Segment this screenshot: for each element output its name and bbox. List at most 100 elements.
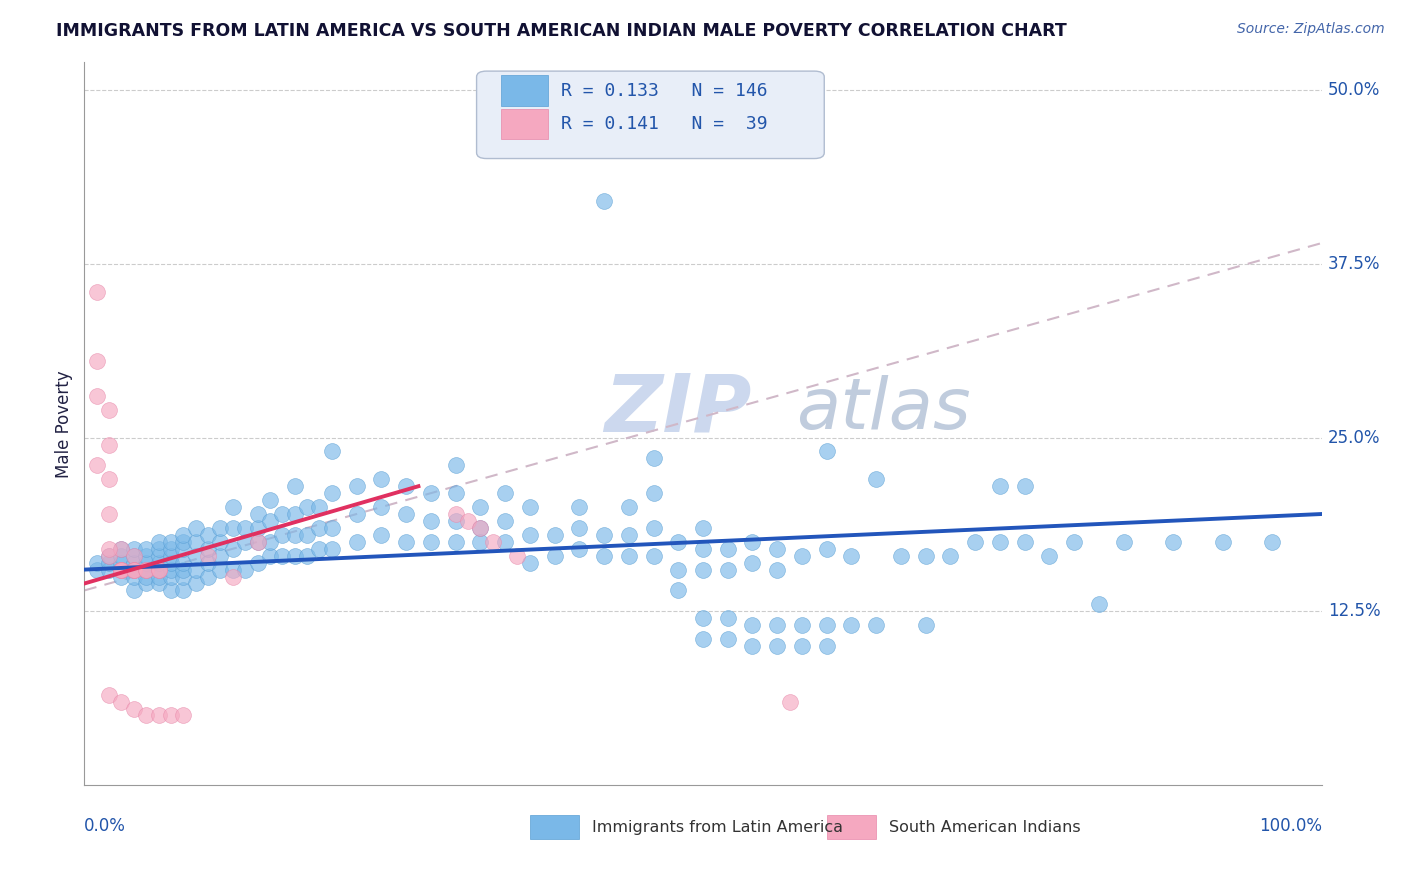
Point: [135, 563, 157, 577]
Point: [593, 194, 616, 209]
Point: [122, 563, 145, 577]
Point: [717, 611, 740, 625]
Point: [222, 569, 245, 583]
FancyBboxPatch shape: [477, 71, 824, 159]
Point: [184, 563, 207, 577]
Point: [1088, 598, 1111, 612]
Point: [148, 563, 170, 577]
Point: [259, 534, 281, 549]
Point: [444, 458, 467, 473]
Point: [692, 541, 714, 556]
Point: [122, 549, 145, 563]
Point: [1063, 534, 1085, 549]
Point: [86, 458, 108, 473]
Point: [135, 556, 157, 570]
Point: [122, 549, 145, 563]
Point: [815, 541, 838, 556]
Point: [98, 688, 121, 702]
Point: [98, 549, 121, 563]
Point: [308, 541, 330, 556]
Point: [259, 493, 281, 508]
Point: [295, 500, 318, 514]
Point: [209, 521, 232, 535]
Point: [790, 549, 813, 563]
Point: [246, 534, 269, 549]
Point: [135, 708, 157, 723]
Point: [160, 583, 183, 598]
Point: [98, 549, 121, 563]
Point: [617, 528, 640, 542]
Point: [197, 549, 219, 563]
Point: [160, 549, 183, 563]
Point: [766, 541, 789, 556]
Point: [86, 556, 108, 570]
Point: [1112, 534, 1135, 549]
Point: [197, 556, 219, 570]
Point: [246, 507, 269, 521]
Point: [135, 569, 157, 583]
Point: [122, 701, 145, 715]
Point: [666, 563, 689, 577]
Point: [98, 556, 121, 570]
Point: [98, 402, 121, 417]
Point: [370, 528, 392, 542]
Point: [148, 569, 170, 583]
Point: [1161, 534, 1184, 549]
Point: [135, 541, 157, 556]
Point: [494, 514, 516, 528]
Point: [122, 563, 145, 577]
Point: [643, 451, 665, 466]
Point: [617, 500, 640, 514]
Point: [506, 549, 529, 563]
Point: [148, 576, 170, 591]
Point: [914, 618, 936, 632]
Point: [815, 444, 838, 458]
Text: South American Indians: South American Indians: [889, 820, 1080, 835]
Text: ZIP: ZIP: [605, 370, 751, 449]
Point: [666, 583, 689, 598]
Point: [110, 695, 132, 709]
Point: [308, 500, 330, 514]
Point: [233, 534, 256, 549]
Point: [1014, 534, 1036, 549]
Text: 50.0%: 50.0%: [1327, 81, 1381, 99]
Y-axis label: Male Poverty: Male Poverty: [55, 370, 73, 477]
Point: [222, 541, 245, 556]
Point: [470, 500, 492, 514]
Point: [246, 556, 269, 570]
Point: [568, 500, 591, 514]
Point: [110, 563, 132, 577]
Point: [148, 563, 170, 577]
Point: [271, 507, 294, 521]
Point: [295, 528, 318, 542]
Point: [470, 521, 492, 535]
Point: [172, 541, 194, 556]
Point: [321, 521, 343, 535]
Point: [197, 569, 219, 583]
Point: [110, 556, 132, 570]
Point: [233, 563, 256, 577]
Point: [110, 563, 132, 577]
Point: [779, 695, 801, 709]
Point: [209, 534, 232, 549]
Point: [110, 563, 132, 577]
Point: [122, 556, 145, 570]
Point: [643, 521, 665, 535]
Point: [519, 556, 541, 570]
Point: [122, 563, 145, 577]
Point: [110, 563, 132, 577]
Point: [766, 639, 789, 653]
Point: [122, 541, 145, 556]
Point: [494, 486, 516, 500]
Point: [321, 486, 343, 500]
Text: Immigrants from Latin America: Immigrants from Latin America: [592, 820, 842, 835]
Point: [444, 507, 467, 521]
Point: [184, 521, 207, 535]
Point: [666, 534, 689, 549]
Text: R = 0.141   N =  39: R = 0.141 N = 39: [561, 115, 768, 133]
Point: [184, 576, 207, 591]
Point: [321, 541, 343, 556]
Point: [148, 541, 170, 556]
Point: [988, 534, 1011, 549]
Point: [246, 534, 269, 549]
